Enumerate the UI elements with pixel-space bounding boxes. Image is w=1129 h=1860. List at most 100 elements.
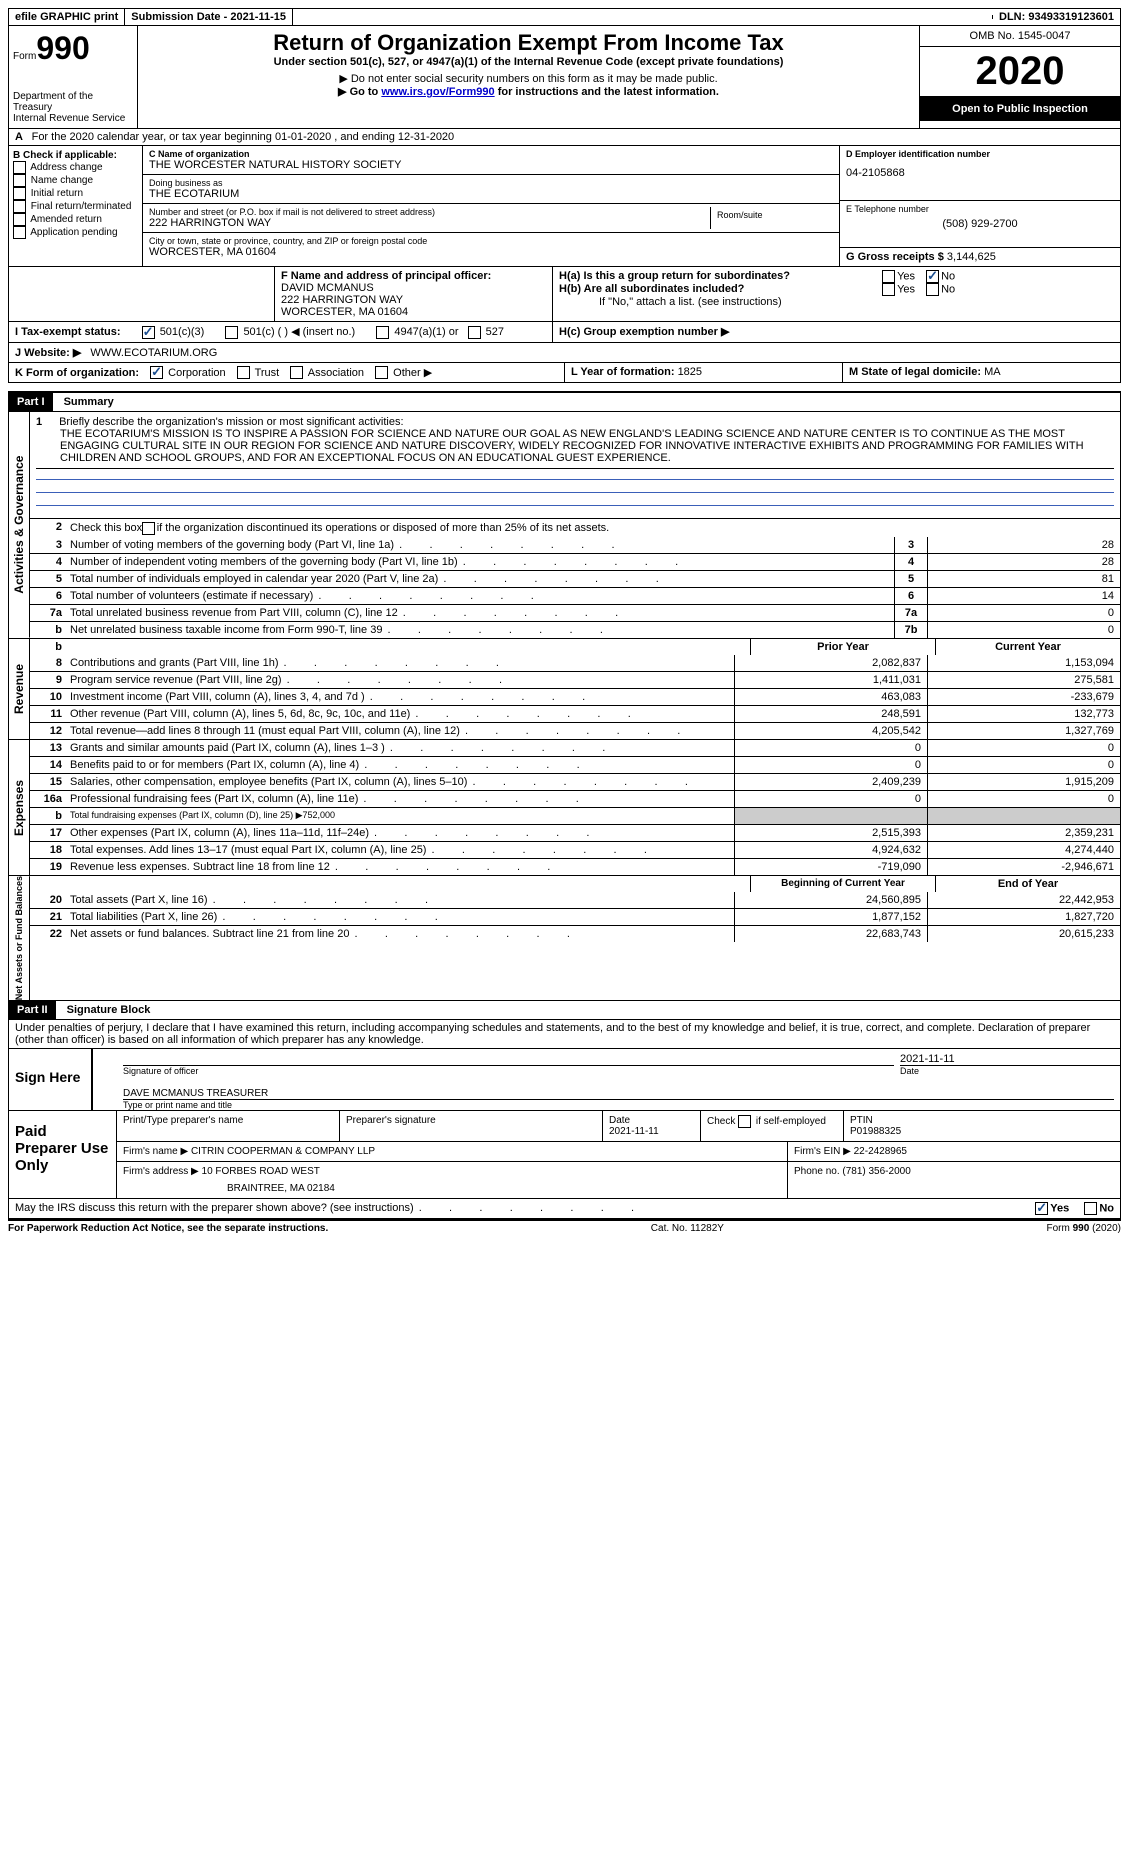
checkbox-discontinued[interactable] [142, 522, 155, 535]
street-address: 222 HARRINGTON WAY [149, 217, 710, 229]
checkbox-501c[interactable] [225, 326, 238, 339]
gross-receipts: 3,144,625 [947, 251, 996, 263]
officer-name: DAVID MCMANUS [281, 282, 546, 294]
summary-row: 17 Other expenses (Part IX, column (A), … [30, 824, 1120, 841]
checkbox-discuss-no[interactable] [1084, 1202, 1097, 1215]
firm-ein: 22-2428965 [854, 1146, 907, 1157]
efile-label: efile GRAPHIC print [9, 9, 125, 25]
footer: For Paperwork Reduction Act Notice, see … [8, 1219, 1121, 1234]
prior-year-value: 2,515,393 [734, 825, 927, 841]
current-year-value: 1,153,094 [927, 655, 1120, 671]
prior-year-value: 2,409,239 [734, 774, 927, 790]
checkbox-hb-no[interactable] [926, 283, 939, 296]
begin-year-header: Beginning of Current Year [750, 876, 935, 892]
summary-row: 5 Total number of individuals employed i… [30, 570, 1120, 587]
telephone: (508) 929-2700 [846, 218, 1114, 230]
year-formation: 1825 [678, 366, 702, 378]
checkbox-corporation[interactable] [150, 366, 163, 379]
current-year-value: 0 [927, 791, 1120, 807]
current-year-value: -2,946,671 [927, 859, 1120, 875]
checkbox-self-employed[interactable] [738, 1115, 751, 1128]
checkbox-address-change[interactable] [13, 161, 26, 174]
summary-row: 19 Revenue less expenses. Subtract line … [30, 858, 1120, 875]
prior-year-value [734, 808, 927, 824]
firm-phone: (781) 356-2000 [842, 1166, 910, 1177]
summary-row: 11 Other revenue (Part VIII, column (A),… [30, 705, 1120, 722]
irs-link[interactable]: www.irs.gov/Form990 [381, 86, 494, 98]
checkbox-other[interactable] [375, 366, 388, 379]
part1-badge: Part I [9, 393, 53, 411]
revenue-label: Revenue [9, 639, 30, 739]
goto-link-row: ▶ Go to www.irs.gov/Form990 for instruct… [142, 85, 915, 98]
prior-year-value: 0 [734, 791, 927, 807]
part1-body: Activities & Governance 1 Briefly descri… [8, 412, 1121, 639]
firm-name: CITRIN COOPERMAN & COMPANY LLP [191, 1146, 375, 1157]
summary-row: 4 Number of independent voting members o… [30, 553, 1120, 570]
box-j: J Website: ▶ WWW.ECOTARIUM.ORG [8, 343, 1121, 363]
ptin: P01988325 [850, 1126, 901, 1137]
checkbox-hb-yes[interactable] [882, 283, 895, 296]
end-year-header: End of Year [935, 876, 1120, 892]
group-exemption: H(c) Group exemption number ▶ [553, 322, 1120, 342]
current-year-header: Current Year [935, 639, 1120, 655]
website: WWW.ECOTARIUM.ORG [90, 347, 217, 359]
mission-text: THE ECOTARIUM'S MISSION IS TO INSPIRE A … [60, 428, 1114, 464]
current-year-value: 1,915,209 [927, 774, 1120, 790]
net-assets-label: Net Assets or Fund Balances [9, 876, 30, 1000]
checkbox-initial-return[interactable] [13, 187, 26, 200]
paid-preparer-block: Paid Preparer Use Only Print/Type prepar… [8, 1111, 1121, 1199]
open-to-public: Open to Public Inspection [920, 97, 1120, 121]
checkbox-527[interactable] [468, 326, 481, 339]
prior-year-value: 1,877,152 [734, 909, 927, 925]
dba-name: THE ECOTARIUM [149, 188, 833, 200]
current-year-value: 4,274,440 [927, 842, 1120, 858]
summary-value: 14 [927, 588, 1120, 604]
submission-date: Submission Date - 2021-11-15 [125, 9, 293, 25]
prior-year-value: 0 [734, 757, 927, 773]
prior-year-value: 2,082,837 [734, 655, 927, 671]
form-number: 990 [36, 30, 89, 66]
checkbox-trust[interactable] [237, 366, 250, 379]
city-state-zip: WORCESTER, MA 01604 [149, 246, 833, 258]
checkbox-501c3[interactable] [142, 326, 155, 339]
summary-row: 7a Total unrelated business revenue from… [30, 604, 1120, 621]
current-year-value: 0 [927, 740, 1120, 756]
room-suite-label: Room/suite [710, 207, 833, 229]
summary-row: b Net unrelated business taxable income … [30, 621, 1120, 638]
dln: DLN: 93493319123601 [993, 9, 1120, 25]
box-c: C Name of organization THE WORCESTER NAT… [143, 146, 839, 266]
prior-year-value: 1,411,031 [734, 672, 927, 688]
penalty-statement: Under penalties of perjury, I declare th… [8, 1020, 1121, 1049]
summary-row: 20 Total assets (Part X, line 16) 24,560… [30, 892, 1120, 908]
prior-year-value: 0 [734, 740, 927, 756]
dept-label: Department of the Treasury Internal Reve… [13, 91, 133, 124]
summary-row: 10 Investment income (Part VIII, column … [30, 688, 1120, 705]
checkbox-name-change[interactable] [13, 174, 26, 187]
main-title: Return of Organization Exempt From Incom… [142, 30, 915, 56]
expenses-label: Expenses [9, 740, 30, 875]
current-year-value: 275,581 [927, 672, 1120, 688]
part2-badge: Part II [9, 1001, 56, 1019]
activities-governance-label: Activities & Governance [9, 412, 30, 638]
summary-value: 28 [927, 537, 1120, 553]
checkbox-amended-return[interactable] [13, 213, 26, 226]
checkbox-association[interactable] [290, 366, 303, 379]
current-year-value: 22,442,953 [927, 892, 1120, 908]
top-bar: efile GRAPHIC print Submission Date - 20… [8, 8, 1121, 26]
checkbox-discuss-yes[interactable] [1035, 1202, 1048, 1215]
prior-year-value: 4,924,632 [734, 842, 927, 858]
box-b: B Check if applicable: Address change Na… [9, 146, 143, 266]
summary-row: b Total fundraising expenses (Part IX, c… [30, 807, 1120, 824]
summary-row: 16a Professional fundraising fees (Part … [30, 790, 1120, 807]
checkbox-ha-no[interactable] [926, 270, 939, 283]
prior-year-value: 248,591 [734, 706, 927, 722]
checkbox-ha-yes[interactable] [882, 270, 895, 283]
summary-row: 6 Total number of volunteers (estimate i… [30, 587, 1120, 604]
discuss-row: May the IRS discuss this return with the… [8, 1199, 1121, 1219]
prep-date: 2021-11-11 [609, 1126, 659, 1137]
checkbox-application-pending[interactable] [13, 226, 26, 239]
current-year-value: -233,679 [927, 689, 1120, 705]
ein: 04-2105868 [846, 167, 1114, 179]
checkbox-final-return[interactable] [13, 200, 26, 213]
checkbox-4947[interactable] [376, 326, 389, 339]
